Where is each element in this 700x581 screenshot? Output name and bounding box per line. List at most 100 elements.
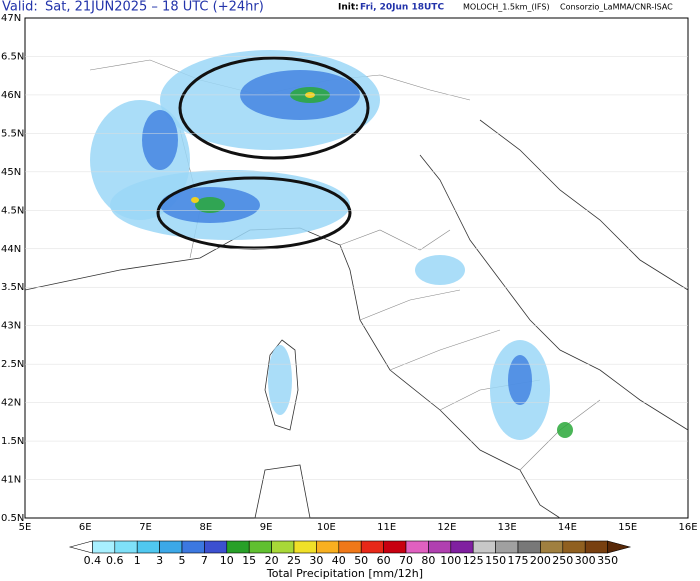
colorbar-cell <box>428 540 452 554</box>
colorbar-cell <box>226 540 250 554</box>
colorbar-label: 7 <box>201 554 208 567</box>
lon-label: 11E <box>377 522 396 533</box>
lon-label: 16E <box>678 522 697 533</box>
colorbar-cell <box>159 540 183 554</box>
colorbar-cell <box>584 540 608 554</box>
colorbar-cell <box>405 540 429 554</box>
lat-label: 47N <box>1 13 21 24</box>
colorbar-label: 30 <box>309 554 323 567</box>
lon-label: 9E <box>260 522 273 533</box>
colorbar-cell <box>338 540 362 554</box>
colorbar-cell <box>204 540 228 554</box>
lon-label: 14E <box>558 522 577 533</box>
coastline <box>479 119 689 291</box>
lon-label: 15E <box>618 522 637 533</box>
colorbar-label: 0.6 <box>106 554 124 567</box>
valid-time: Sat, 21JUN2025 – 18 UTC (+24hr) <box>45 0 264 15</box>
valid-label: Valid: <box>2 0 38 15</box>
model-name: MOLOCH_1.5km_(IFS) <box>463 3 550 12</box>
colorbar-cell <box>248 540 272 554</box>
lat-label: 2.5N <box>1 359 24 370</box>
colorbar-cell <box>293 540 317 554</box>
colorbar-cell <box>383 540 407 554</box>
colorbar-cell <box>540 540 564 554</box>
rain-area <box>195 197 225 213</box>
lon-label: 10E <box>317 522 336 533</box>
source: Consorzio_LaMMA/CNR-ISAC <box>560 3 673 12</box>
lat-label: 42N <box>1 398 21 409</box>
colorbar-cell <box>271 540 295 554</box>
sardinia <box>254 464 311 519</box>
lon-label: 12E <box>437 522 456 533</box>
colorbar-label: 125 <box>463 554 484 567</box>
colorbar-cell <box>181 540 205 554</box>
colorbar-label: 300 <box>575 554 596 567</box>
colorbar-cell <box>136 540 160 554</box>
colorbar-label: 10 <box>220 554 234 567</box>
colorbar-cell <box>450 540 474 554</box>
lat-label: 3.5N <box>1 282 24 293</box>
colorbar-cell <box>517 540 541 554</box>
colorbar-cell <box>316 540 340 554</box>
colorbar-cell <box>562 540 586 554</box>
colorbar-label: 5 <box>179 554 186 567</box>
lat-label: 5.5N <box>1 128 24 139</box>
colorbar-cell <box>472 540 496 554</box>
coastline <box>419 154 689 431</box>
colorbar-cell <box>360 540 384 554</box>
lat-label: 1.5N <box>1 436 24 447</box>
colorbar-cell <box>114 540 138 554</box>
highlight-ellipse <box>156 176 352 250</box>
colorbar-end <box>607 540 632 554</box>
colorbar-cell <box>92 540 116 554</box>
colorbar-label: 20 <box>265 554 279 567</box>
colorbar-label: 100 <box>440 554 461 567</box>
init-time: Fri, 20Jun 18UTC <box>360 3 444 13</box>
colorbar-label: 80 <box>421 554 435 567</box>
rain-area <box>268 345 292 415</box>
colorbar-label: 0.4 <box>84 554 102 567</box>
colorbar-label: 15 <box>242 554 256 567</box>
colorbar-label: 200 <box>530 554 551 567</box>
lon-label: 7E <box>139 522 152 533</box>
colorbar-label: 1 <box>134 554 141 567</box>
colorbar-label: 25 <box>287 554 301 567</box>
lat-label: 0.5N <box>1 513 24 524</box>
colorbar-label: 350 <box>597 554 618 567</box>
lon-label: 5E <box>19 522 32 533</box>
precipitation <box>90 50 573 440</box>
colorbar-label: 50 <box>354 554 368 567</box>
colorbar-label: 3 <box>156 554 163 567</box>
rain-area <box>508 355 532 405</box>
map <box>24 17 689 519</box>
rain-area <box>142 110 178 170</box>
colorbar-label: 150 <box>485 554 506 567</box>
colorbar: 0.4 0.6 1 3 5 7 10 15 20 25 30 40 50 60 70 80 100 125 150 1… <box>68 540 632 567</box>
rain-area <box>557 422 573 438</box>
init-label: Init: <box>338 3 359 13</box>
lat-label: 44N <box>1 244 21 255</box>
corsica <box>264 339 299 431</box>
colorbar-end <box>68 540 93 554</box>
highlight-ellipse <box>178 56 370 160</box>
rain-area <box>191 197 199 203</box>
colorbar-title: Total Precipitation [mm/12h] <box>266 567 423 580</box>
lat-label: 43N <box>1 321 21 332</box>
lat-label: 4.5N <box>1 205 24 216</box>
lat-label: 6.5N <box>1 51 24 62</box>
lat-label: 46N <box>1 90 21 101</box>
colorbar-label: 250 <box>552 554 573 567</box>
colorbar-label: 70 <box>399 554 413 567</box>
colorbar-label: 40 <box>332 554 346 567</box>
lat-label: 41N <box>1 475 21 486</box>
colorbar-label: 175 <box>508 554 529 567</box>
coastline <box>24 227 561 519</box>
lon-label: 6E <box>79 522 92 533</box>
rain-area <box>415 255 465 285</box>
lon-label: 8E <box>199 522 212 533</box>
lon-label: 13E <box>498 522 517 533</box>
lat-label: 45N <box>1 167 21 178</box>
colorbar-label: 60 <box>377 554 391 567</box>
colorbar-cell <box>495 540 519 554</box>
